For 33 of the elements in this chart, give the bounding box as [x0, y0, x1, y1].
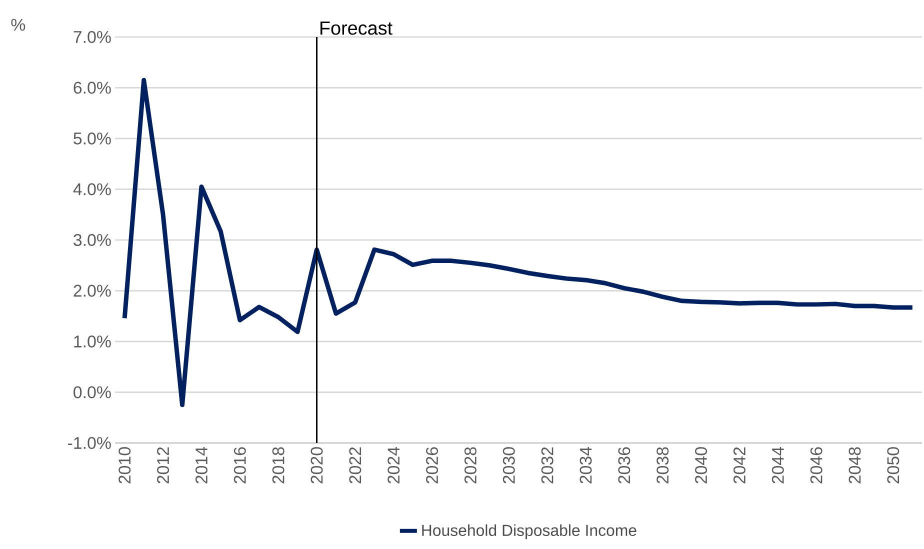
y-tick-label: 6.0%: [74, 82, 111, 94]
ref-line-label: Forecast: [320, 22, 392, 35]
y-tick-label: 7.0%: [74, 30, 111, 43]
x-tick-label: 2026: [426, 447, 438, 484]
y-tick-label: 4.0%: [73, 183, 111, 196]
y-tick-label: 1.0%: [74, 335, 111, 348]
x-tick-label: 2034: [580, 447, 592, 484]
x-tick-label: 2012: [157, 447, 170, 484]
x-tick-label: 2044: [772, 447, 784, 484]
x-tick-label: 2046: [810, 447, 822, 484]
x-tick-label: 2036: [618, 447, 630, 484]
x-tick-label: 2028: [464, 447, 476, 484]
x-tick-label: 2020: [310, 447, 323, 484]
y-tick-label: 2.0%: [74, 284, 111, 297]
x-tick-label: 2040: [695, 447, 708, 484]
x-tick-label: 2016: [234, 447, 246, 484]
x-tick-label: 2024: [388, 447, 400, 484]
x-tick-label: 2022: [349, 447, 362, 484]
y-tick-label: -1.0%: [68, 436, 111, 449]
legend-label: Household Disposable Income: [422, 524, 636, 540]
x-tick-label: 2018: [272, 447, 284, 484]
x-tick-label: 2030: [502, 447, 515, 484]
x-tick-label: 2050: [887, 447, 900, 484]
y-tick-label: 3.0%: [74, 234, 111, 246]
x-tick-label: 2042: [733, 447, 746, 484]
x-tick-label: 2010: [118, 447, 131, 484]
x-tick-label: 2032: [541, 447, 554, 484]
y-axis-title: %: [11, 18, 26, 31]
y-tick-label: 0.0%: [74, 386, 111, 398]
y-tick-label: 5.0%: [74, 132, 111, 144]
x-tick-label: 2014: [195, 447, 208, 484]
x-tick-label: 2048: [848, 447, 861, 484]
x-tick-label: 2038: [656, 447, 669, 484]
